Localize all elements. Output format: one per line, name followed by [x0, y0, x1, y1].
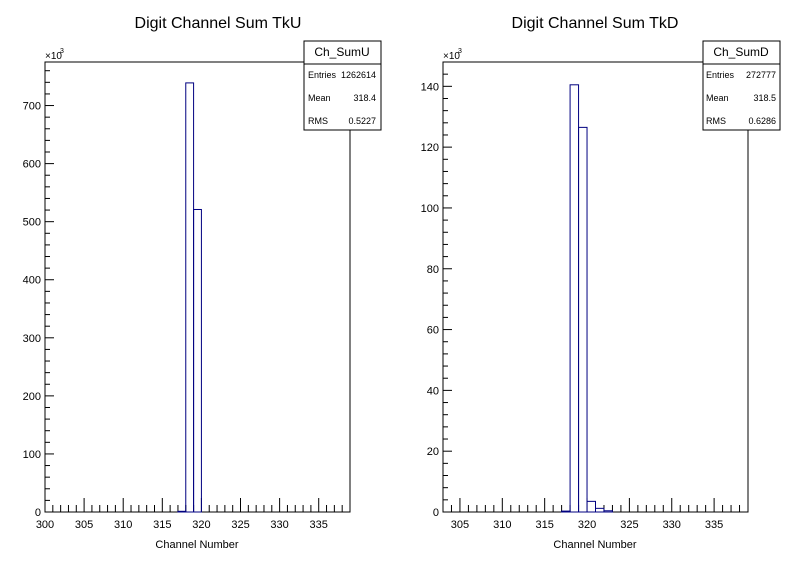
stats-box-frame: [702, 40, 781, 131]
stats-entries-label: Entries: [706, 70, 735, 80]
y-tick-label: 120: [421, 142, 439, 154]
x-tick-label: 310: [114, 519, 132, 531]
x-axis-label: Channel Number: [155, 539, 238, 551]
x-axis-label: Channel Number: [553, 539, 636, 551]
y-tick-labels: 0 100 200 300 400 500 600 700: [23, 101, 41, 519]
x-tick-label: 310: [493, 519, 511, 531]
x-tick-label: 300: [36, 519, 54, 531]
y-tick-label: 200: [23, 391, 41, 403]
stats-box: Ch_SumD Entries 272777 Mean 318.5 RMS 0.…: [702, 40, 781, 131]
stats-mean-label: Mean: [308, 93, 331, 103]
multiplier-base: ×10: [443, 51, 460, 62]
multiplier-exponent: 3: [458, 48, 462, 55]
x-tick-label: 305: [75, 519, 93, 531]
histogram-bin: [177, 510, 187, 513]
histogram-bin: [603, 510, 613, 513]
x-tick-label: 335: [310, 519, 328, 531]
histogram-bars: [561, 84, 613, 513]
y-tick-label: 700: [23, 101, 41, 113]
chart-title: Digit Channel Sum TkD: [512, 15, 679, 32]
y-tick-label: 60: [427, 325, 439, 337]
histogram-bin: [578, 126, 588, 513]
x-tick-labels: 300 305 310 315 320 325 330 335: [36, 519, 328, 531]
y-tick-label: 0: [433, 507, 439, 519]
stats-rms-label: RMS: [308, 116, 328, 126]
histogram-bin: [569, 84, 580, 513]
y-tick-label: 100: [23, 449, 41, 461]
histogram-bin: [185, 82, 195, 513]
stats-mean-label: Mean: [706, 93, 729, 103]
histogram-bin: [193, 208, 202, 513]
x-tick-label: 320: [578, 519, 596, 531]
stats-entries-label: Entries: [308, 70, 337, 80]
y-tick-label: 40: [427, 385, 439, 397]
x-tick-label: 325: [231, 519, 249, 531]
pad-left: Digit Channel Sum TkU 300 305 310 315 320 325…: [23, 15, 382, 551]
stats-histogram-name: Ch_SumU: [314, 45, 369, 59]
stats-entries-value: 272777: [746, 70, 776, 80]
histogram-bin: [586, 500, 596, 513]
stats-rms-value: 0.6286: [748, 116, 776, 126]
x-tick-label: 330: [663, 519, 681, 531]
y-tick-label: 300: [23, 333, 41, 345]
y-axis-multiplier: ×10 3: [443, 48, 462, 62]
stats-rms-value: 0.5227: [348, 116, 376, 126]
x-tick-label: 335: [705, 519, 723, 531]
histogram-bin: [561, 510, 571, 513]
x-tick-label: 315: [153, 519, 171, 531]
y-tick-label: 80: [427, 264, 439, 276]
y-tick-label: 600: [23, 159, 41, 171]
multiplier-exponent: 3: [60, 48, 64, 55]
stats-mean-value: 318.4: [353, 93, 376, 103]
stats-entries-value: 1262614: [341, 70, 376, 80]
stats-rms-label: RMS: [706, 116, 726, 126]
y-tick-label: 20: [427, 446, 439, 458]
y-tick-label: 500: [23, 217, 41, 229]
y-tick-label: 100: [421, 203, 439, 215]
y-tick-labels: 0 20 40 60 80 100 120 140: [421, 81, 439, 519]
x-tick-labels: 305 310 315 320 325 330 335: [451, 519, 724, 531]
stats-box-frame: [303, 40, 382, 131]
histogram-bars: [177, 82, 202, 513]
x-tick-label: 330: [270, 519, 288, 531]
stats-mean-value: 318.5: [753, 93, 776, 103]
y-tick-label: 0: [35, 507, 41, 519]
plot-frame: [442, 61, 749, 513]
x-tick-label: 305: [451, 519, 469, 531]
axis-ticks: [44, 70, 351, 513]
x-tick-label: 315: [535, 519, 553, 531]
histogram-bin: [595, 507, 605, 513]
multiplier-base: ×10: [45, 51, 62, 62]
pad-right: Digit Channel Sum TkD 305 310 315 320 325 330…: [421, 15, 781, 551]
axis-ticks: [442, 61, 749, 513]
y-tick-label: 140: [421, 81, 439, 93]
stats-histogram-name: Ch_SumD: [713, 45, 769, 59]
stats-box: Ch_SumU Entries 1262614 Mean 318.4 RMS 0…: [303, 40, 382, 131]
y-axis-multiplier: ×10 3: [45, 48, 64, 62]
x-tick-label: 325: [620, 519, 638, 531]
x-tick-label: 320: [192, 519, 210, 531]
chart-title: Digit Channel Sum TkU: [135, 15, 302, 32]
y-tick-label: 400: [23, 275, 41, 287]
